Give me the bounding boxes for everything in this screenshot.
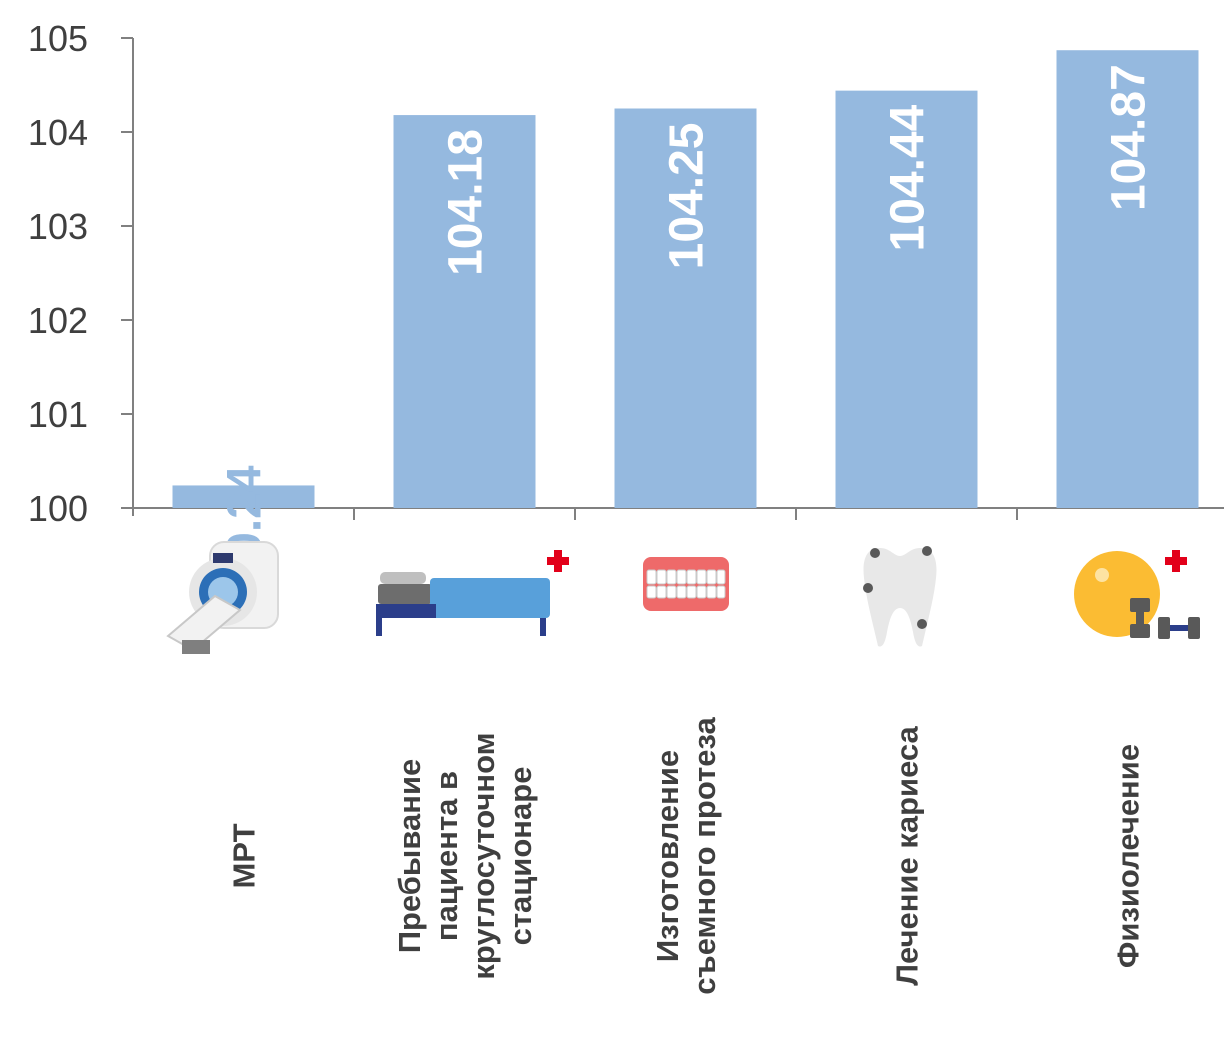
axes: 100 101 102 103 104 105 (28, 18, 1224, 529)
category-label: съемного протеза (687, 717, 722, 995)
data-label: 104.18 (440, 129, 493, 276)
decayed-tooth-icon (863, 546, 937, 647)
category-label: Лечение кариеса (890, 725, 925, 985)
category-label: пациента в (429, 771, 464, 941)
data-label: 104.44 (882, 104, 935, 251)
category-label: Пребывание (392, 759, 427, 954)
bars (172, 50, 1199, 508)
bar (172, 485, 315, 508)
y-tick-label: 103 (28, 206, 88, 247)
y-tick-label: 101 (28, 394, 88, 435)
category-label: стационаре (503, 767, 538, 946)
data-label: 104.25 (661, 123, 714, 270)
hospital-bed-icon (376, 550, 569, 636)
mri-scanner-icon (166, 541, 279, 654)
category-label: Физиолечение (1111, 744, 1146, 968)
category-label: Изготовление (650, 750, 685, 962)
bar (614, 108, 757, 508)
denture-icon (643, 557, 729, 611)
bar (393, 115, 536, 508)
bar (835, 90, 978, 508)
y-tick-label: 104 (28, 112, 88, 153)
bar (1056, 50, 1199, 508)
physiotherapy-icon (1074, 550, 1200, 639)
y-tick-label: 100 (28, 488, 88, 529)
category-labels: МРТ Пребывание пациента в круглосуточном ста… (227, 717, 1146, 995)
y-tick-label: 102 (28, 300, 88, 341)
y-tick-label: 105 (28, 18, 88, 59)
category-label: МРТ (227, 823, 262, 888)
category-label: круглосуточном (466, 732, 501, 979)
data-label: 104.87 (1103, 64, 1156, 211)
